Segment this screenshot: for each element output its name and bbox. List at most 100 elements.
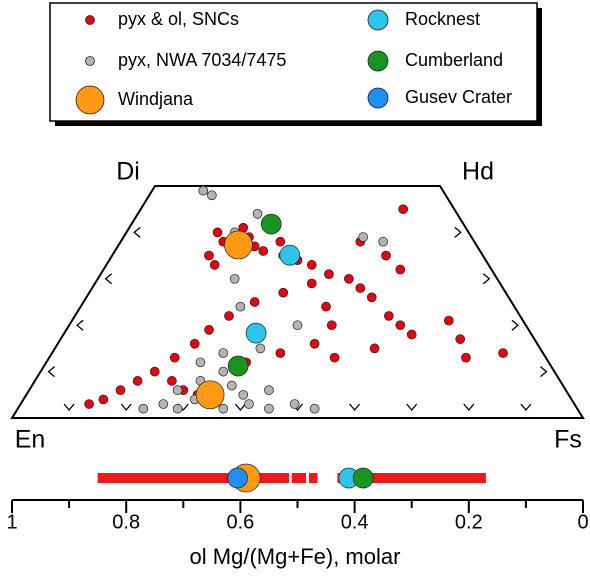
data-point [189,338,200,349]
data-point [326,320,337,331]
data-point [289,399,300,409]
data-point [306,278,317,289]
data-point [352,467,374,489]
data-point [195,357,206,368]
data-point [204,324,214,335]
data-point [198,185,209,196]
legend-marker [367,9,389,31]
legend-label: Cumberland [405,50,503,70]
data-point [498,348,508,358]
range-bar [97,473,289,483]
corner-label: Hd [462,158,494,186]
tick-mark [234,403,246,412]
data-point [227,467,248,489]
x-axis-label: ol Mg/(Mg+Fe), molar [190,544,401,569]
data-point [329,352,340,363]
tick-mark [76,319,84,331]
corner-label: Di [116,158,140,186]
data-point [244,399,254,409]
data-point [132,376,143,386]
data-point [204,250,214,261]
data-point [115,385,126,396]
data-point [218,403,229,414]
data-point [158,399,169,409]
data-point [344,273,354,284]
legend-label: pyx & ol, SNCs [118,9,239,29]
data-point [212,227,223,238]
tick-mark [133,226,141,238]
legend-label: pyx, NWA 7034/7475 [118,50,286,70]
legend-marker [75,85,105,115]
x-tick-label: 1 [6,511,17,533]
data-point [209,260,220,270]
data-point [195,380,225,410]
data-point [309,338,320,349]
data-point [224,311,234,321]
corner-label: En [15,426,46,454]
data-point [381,250,391,261]
range-bar [337,473,486,483]
tick-mark [47,366,55,378]
data-point [258,246,269,256]
tick-mark [463,403,475,412]
data-point [279,244,301,266]
tick-mark [520,403,532,412]
data-point [84,399,94,409]
data-point [227,355,249,377]
tick-mark [406,403,418,412]
tick-mark [349,403,361,412]
legend-label: Windjana [118,89,194,109]
data-point [324,269,334,280]
data-point [384,311,394,321]
tick-mark [540,366,548,378]
data-point [249,297,260,307]
data-point [395,320,406,331]
legend-label: Gusev Crater [405,87,512,107]
range-bar [308,473,318,483]
legend-marker [367,87,389,109]
data-point [245,322,267,344]
tick-mark [120,403,132,412]
data-point [264,385,274,396]
quadrilateral-outline [10,185,585,419]
data-point [461,352,471,363]
data-point [226,380,237,391]
data-point [264,403,274,414]
data-point [306,260,317,270]
data-point [149,366,160,377]
data-point [406,329,417,340]
data-point [443,315,454,326]
data-point [172,403,183,414]
data-point [378,236,388,247]
data-point [321,301,331,312]
data-point [229,273,240,284]
data-point [309,403,320,414]
legend-label: Rocknest [405,9,480,29]
data-point [167,376,177,386]
legend-marker [85,15,95,25]
data-point [172,385,183,396]
data-point [455,334,466,344]
range-bar [291,473,307,483]
data-point [235,301,246,312]
x-tick-label: 0 [577,511,588,533]
data-point [366,292,377,303]
data-point [98,394,109,405]
data-point [398,204,408,215]
tick-mark [482,273,491,285]
data-point [260,213,282,235]
data-point [358,232,369,242]
legend-marker [85,56,95,66]
tick-mark [511,319,519,331]
tick-mark [63,403,75,412]
data-point [255,343,266,354]
data-point [218,366,229,377]
tick-mark [454,226,462,238]
legend-marker [367,50,389,72]
data-point [138,403,149,414]
data-point [218,348,229,358]
data-point [252,208,263,219]
x-tick-label: 0.6 [226,511,254,533]
data-point [355,283,366,293]
